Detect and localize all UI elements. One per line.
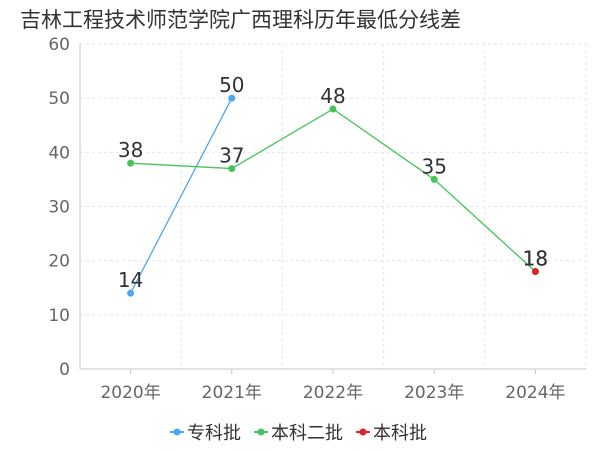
data-label: 38 (118, 138, 143, 162)
y-tick-label: 60 (48, 35, 70, 55)
data-label: 18 (523, 247, 548, 271)
x-tick-label: 2022年 (303, 383, 363, 403)
data-point (127, 289, 135, 297)
x-tick-label: 2023年 (404, 383, 464, 403)
data-label: 37 (219, 144, 244, 168)
y-tick-label: 50 (48, 89, 70, 109)
data-point (228, 165, 236, 173)
data-point (430, 175, 438, 183)
y-tick-label: 10 (48, 306, 70, 326)
data-label: 48 (320, 84, 345, 108)
y-tick-label: 0 (59, 360, 70, 380)
x-tick-label: 2024年 (505, 383, 565, 403)
y-tick-label: 30 (48, 198, 70, 218)
legend-marker (173, 428, 181, 436)
data-point (531, 268, 539, 275)
legend-item-label: 专科批 (187, 423, 241, 444)
data-label: 18 (523, 247, 548, 271)
x-tick-label: 2021年 (202, 383, 262, 403)
legend-item-label: 本科批 (373, 423, 427, 444)
data-label: 35 (421, 154, 446, 178)
data-point (228, 94, 236, 102)
data-point (329, 105, 337, 113)
chart-title: 吉林工程技术师范学院广西理科历年最低分线差 (20, 8, 461, 32)
legend-item-label: 本科二批 (271, 423, 343, 444)
y-tick-label: 40 (48, 143, 70, 163)
x-tick-label: 2020年 (100, 383, 160, 403)
y-tick-label: 20 (48, 252, 70, 272)
data-label: 50 (219, 73, 244, 97)
series-line-1 (130, 108, 536, 272)
data-label: 14 (118, 268, 143, 292)
legend-marker (257, 428, 265, 436)
legend-marker (359, 428, 367, 436)
data-point (127, 159, 135, 167)
series-line-0 (130, 97, 233, 294)
